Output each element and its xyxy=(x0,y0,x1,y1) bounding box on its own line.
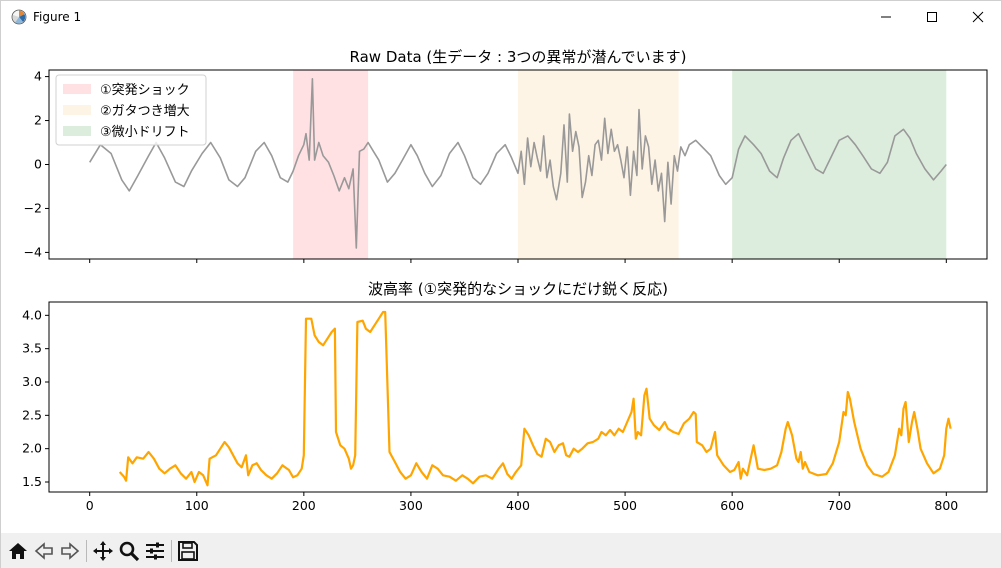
pan-icon xyxy=(93,540,113,561)
legend-label: ①突発ショック xyxy=(100,82,190,98)
chart-title: 波高率 (①突発的なショックにだけ鋭く反応) xyxy=(368,280,668,298)
maximize-icon xyxy=(927,11,937,22)
chart-title: Raw Data (生データ : 3つの異常が潜んでいます) xyxy=(350,48,687,66)
figure-svg: −4 −2 0 2 4 Raw Data (生データ : 3つの異常が潜んでいます) ①突発… xyxy=(22,48,988,513)
legend-swatch xyxy=(63,84,91,94)
legend-label: ③微小ドリフト xyxy=(100,125,190,140)
x-tick-label: 500 xyxy=(613,498,637,513)
window-title: Figure 1 xyxy=(33,9,82,24)
raw-data-line xyxy=(89,78,947,249)
x-tick-label: 100 xyxy=(185,498,209,513)
configure-icon xyxy=(146,542,164,559)
x-tick-label: 400 xyxy=(506,498,530,513)
zoom-button[interactable] xyxy=(116,537,142,565)
close-button[interactable] xyxy=(955,1,1001,32)
back-icon xyxy=(34,541,53,560)
figure-canvas[interactable]: −4 −2 0 2 4 Raw Data (生データ : 3つの異常が潜んでいます) ①突発… xyxy=(1,32,1001,532)
toolbar-separator xyxy=(86,539,87,562)
toolbar-separator xyxy=(171,539,172,562)
y-tick-label: −4 xyxy=(24,244,42,259)
y-tick-label: 0 xyxy=(34,157,42,172)
axes-raw-data: −4 −2 0 2 4 Raw Data (生データ : 3つの異常が潜んでいます) ①突発… xyxy=(24,48,988,263)
pan-button[interactable] xyxy=(90,537,116,565)
y-tick-label: 1.5 xyxy=(22,474,42,489)
forward-icon xyxy=(61,541,80,560)
maximize-button[interactable] xyxy=(909,1,955,32)
legend xyxy=(55,74,207,146)
legend-swatch xyxy=(63,105,91,115)
y-tick-label: 4 xyxy=(34,69,42,84)
x-tick-label: 800 xyxy=(934,498,958,513)
save-icon xyxy=(178,540,198,561)
y-tick-label: 3.5 xyxy=(22,341,42,356)
legend-swatch xyxy=(63,126,91,136)
crest-factor-line xyxy=(118,310,952,487)
x-tick-label: 200 xyxy=(292,498,316,513)
home-icon xyxy=(9,542,27,559)
x-tick-label: 0 xyxy=(86,498,94,513)
legend-label: ②ガタつき増大 xyxy=(100,104,190,119)
y-tick-label: 2 xyxy=(34,113,42,128)
title-bar: Figure 1 xyxy=(1,1,1001,32)
minimize-icon xyxy=(881,16,891,17)
back-button[interactable] xyxy=(31,537,57,565)
minimize-button[interactable] xyxy=(863,1,909,32)
matplotlib-logo-icon xyxy=(11,9,27,24)
close-icon xyxy=(972,11,984,22)
y-tick-label: 2.5 xyxy=(22,407,42,422)
x-tick-label: 700 xyxy=(827,498,851,513)
y-tick-label: 2.0 xyxy=(22,441,42,456)
y-tick-label: −2 xyxy=(24,200,42,215)
save-button[interactable] xyxy=(175,537,201,565)
forward-button[interactable] xyxy=(57,537,83,565)
x-tick-label: 600 xyxy=(720,498,744,513)
configure-button[interactable] xyxy=(142,537,168,565)
axes-crest-factor: 1.5 2.0 2.5 3.0 3.5 4.0 0 100 200 300 400 500 600 700… xyxy=(22,280,988,513)
home-button[interactable] xyxy=(5,537,31,565)
navigation-toolbar xyxy=(1,533,1001,568)
anomaly-span xyxy=(732,70,947,259)
x-tick-label: 300 xyxy=(399,498,423,513)
anomaly-span xyxy=(518,70,679,259)
zoom-icon xyxy=(119,541,140,561)
y-tick-label: 4.0 xyxy=(22,307,42,322)
y-tick-label: 3.0 xyxy=(22,374,42,389)
